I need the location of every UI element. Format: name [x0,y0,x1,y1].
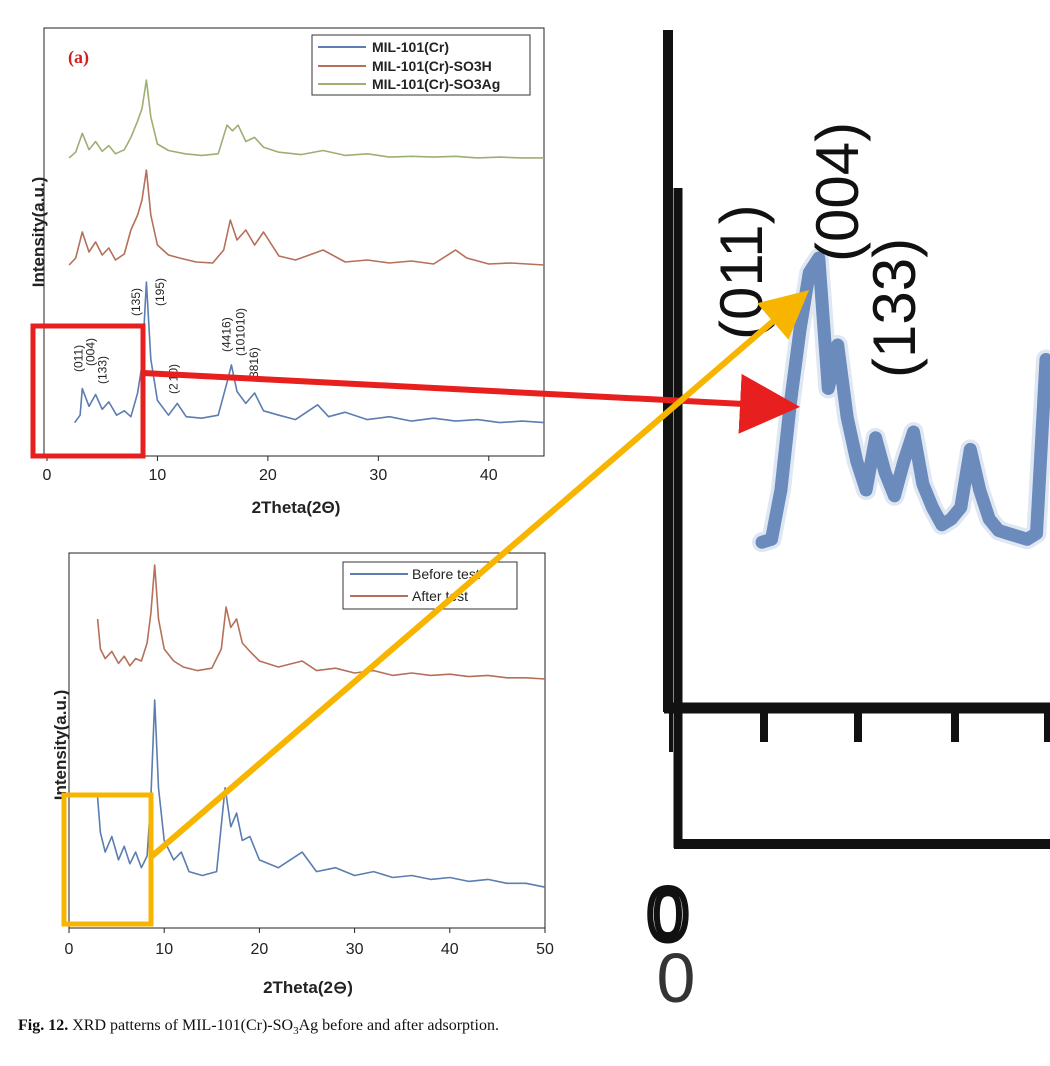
chart-a-frame [43,27,545,457]
chart-a-peak-annotation: (133) [96,356,110,384]
chart-a: (a) MIL-101(Cr) MIL-101(Cr)-SO3H MIL-101… [29,27,545,517]
yellow-callout-arrow [149,290,810,860]
chart-a-peak-annotation: (011) [71,345,85,372]
chart-a-peak-annotation: (4416) [219,317,233,352]
caption-label: Fig. 12. [18,1017,69,1034]
chart-a-x-axis-label: 2Theta(2Θ) [252,498,341,517]
chart-a-legend-label: MIL-101(Cr)-SO3Ag [372,76,500,92]
chart-a-y-axis-label: Intensity(a.u.) [29,177,48,288]
zoom-series-layer [752,248,1050,553]
chart-b-series-layer [96,564,546,888]
red-highlight-box [30,323,146,459]
chart-a-x-tick-label: 0 [43,467,52,484]
zoom-annotation: (011) [708,204,775,340]
chart-b-y-axis-label: Intensity(a.u.) [51,690,70,801]
chart-a-peak-annotation: (195) [153,278,167,306]
caption-text-end: Ag before and after adsorption. [298,1017,499,1034]
chart-b-x-tick-label: 30 [346,941,364,958]
zoom-series-line [755,251,1050,549]
chart-a-series-line [68,169,545,266]
chart-b-ticks: 0 10 20 30 40 50 [65,928,554,958]
chart-a-peak-annotation: 3816) [247,347,261,378]
zoom-inset: (011) (004) (133) 0 0 [644,30,1050,1017]
chart-a-peak-annotation: (135) [129,288,143,316]
chart-b-series-line [96,699,546,888]
chart-a-series-line [68,79,544,159]
chart-b-x-tick-label: 10 [155,941,173,958]
chart-a-x-tick-label: 30 [369,467,387,484]
chart-b-x-tick-label: 0 [65,941,74,958]
chart-a-x-tick-label: 20 [259,467,277,484]
figure-caption: Fig. 12. XRD patterns of MIL-101(Cr)-SO3… [18,1017,499,1037]
chart-b-legend-label: Before test [412,566,480,582]
chart-a-peak-annotation: (101010) [234,308,248,356]
chart-b-frame [68,552,546,929]
chart-a-peak-annotation: (2 10) [166,364,180,394]
chart-b: Before test After test 0 10 20 30 40 50 Inten… [51,552,554,997]
chart-b-series-line [96,564,546,680]
zoom-ticks [669,712,1050,752]
chart-a-panel-label: (a) [68,47,89,68]
zoom-tick-label: 0 [647,873,688,956]
chart-a-legend-label: MIL-101(Cr) [372,39,449,55]
red-callout-arrow [142,370,800,434]
chart-a-series-layer [68,79,545,424]
chart-b-x-tick-label: 20 [251,941,269,958]
chart-a-x-tick-label: 10 [149,467,167,484]
chart-b-legend: Before test After test [342,561,518,610]
zoom-annotation: (133) [861,238,928,378]
chart-a-legend: MIL-101(Cr) MIL-101(Cr)-SO3H MIL-101(Cr)… [311,34,531,96]
zoom-annotation: (004) [804,122,871,262]
chart-b-x-tick-label: 50 [536,941,554,958]
zoom-tick-label: 0 [657,939,696,1017]
chart-a-x-tick-label: 40 [480,467,498,484]
caption-subscript: 3 [293,1025,299,1038]
chart-a-ticks: 0 10 20 30 40 [43,456,498,484]
caption-text: XRD patterns of MIL-101(Cr)-SO [72,1017,294,1034]
chart-a-legend-label: MIL-101(Cr)-SO3H [372,58,492,74]
yellow-highlight-box [61,792,154,927]
chart-b-x-axis-label: 2Theta(2⊖) [263,978,353,997]
chart-a-series-line [73,281,545,424]
chart-b-x-tick-label: 40 [441,941,459,958]
chart-a-peak-annotation: (004) [84,338,98,366]
